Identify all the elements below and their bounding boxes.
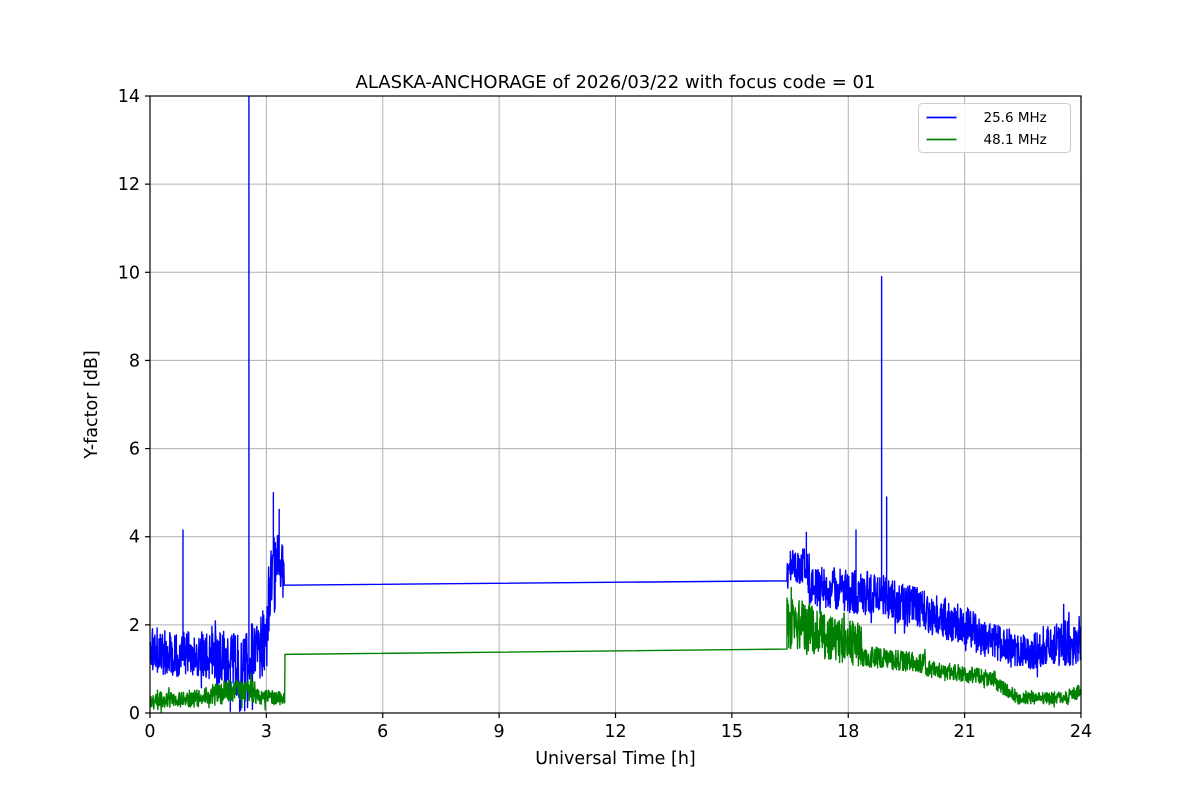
y-tick-label: 0 (129, 704, 140, 724)
y-axis-label: Y-factor [dB] (82, 350, 102, 460)
chart-title: ALASKA-ANCHORAGE of 2026/03/22 with focu… (356, 72, 876, 93)
y-tick-label: 10 (118, 263, 140, 283)
x-tick-label: 21 (953, 722, 975, 742)
x-tick-label: 15 (721, 722, 743, 742)
series-line-48-1-mhz (150, 586, 1081, 713)
x-tick-label: 18 (837, 722, 859, 742)
series-line-25-6-mhz (150, 96, 1081, 712)
y-tick-label: 6 (129, 440, 140, 460)
legend: 25.6 MHz 48.1 MHz (918, 103, 1071, 153)
legend-entry-label: 48.1 MHz (984, 132, 1047, 148)
x-tick-label: 12 (604, 722, 626, 742)
x-tick-label: 9 (494, 722, 505, 742)
y-tick-label: 2 (129, 616, 140, 636)
series-lines (150, 96, 1081, 713)
x-tick-labels: 0 3 6 9 12 15 18 21 24 (144, 722, 1092, 742)
x-tick-label: 0 (144, 722, 155, 742)
x-tick-label: 24 (1070, 722, 1092, 742)
axis-ticks (145, 95, 1082, 718)
x-tick-label: 3 (261, 722, 272, 742)
y-tick-label: 12 (118, 175, 140, 195)
y-tick-label: 14 (118, 87, 140, 107)
y-tick-label: 8 (129, 351, 140, 371)
y-tick-label: 4 (129, 528, 140, 548)
y-tick-labels: 0 2 4 6 8 10 12 14 (118, 87, 140, 724)
x-axis-label: Universal Time [h] (535, 749, 695, 769)
x-tick-label: 6 (377, 722, 388, 742)
legend-entry-label: 25.6 MHz (984, 110, 1047, 126)
